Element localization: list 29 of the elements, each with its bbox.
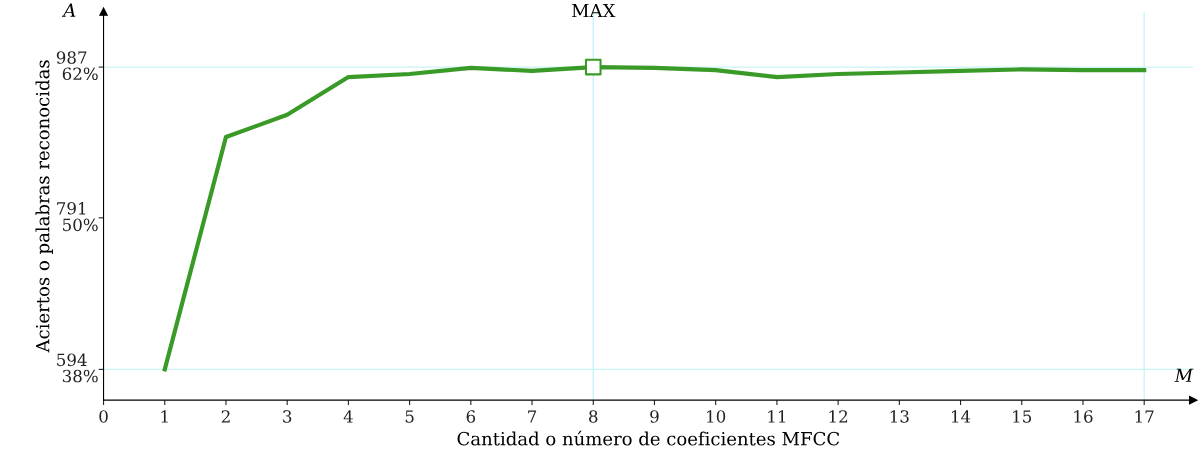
y-axis-title: Aciertos o palabras reconocidas (35, 60, 53, 353)
y2-tick-label: 38% (62, 369, 98, 383)
x-tick-label: 1 (161, 410, 168, 423)
annotation: MAX (571, 3, 616, 18)
x-tick-label: 12 (829, 410, 848, 423)
x-tick-label: 15 (1013, 410, 1032, 423)
x-axis-title: Cantidad o número de coeficientes MFCC (457, 430, 840, 446)
y-tick-label: 987 (56, 51, 87, 64)
x-tick-label: 8 (589, 410, 598, 423)
x-tick-label: 16 (1074, 410, 1093, 423)
x-tick-label: 4 (343, 410, 353, 423)
x-tick-label: 2 (221, 410, 230, 423)
y2-tick-label: 50% (63, 218, 98, 232)
text: A (61, 3, 76, 17)
x-tick-label: 10 (707, 410, 726, 423)
x-tick-label: 3 (283, 410, 292, 423)
x-tick-label: 14 (951, 410, 971, 423)
x-tick-label: 6 (466, 410, 476, 423)
x-tick-label: 11 (768, 410, 786, 423)
x-tick-label: 13 (890, 410, 909, 423)
x-tick-label: 17 (1135, 410, 1154, 423)
y-tick-label: 594 (57, 353, 87, 367)
y2-tick-label: 62% (62, 67, 98, 81)
y-tick-label: 791 (57, 202, 86, 215)
x-tick-label: 9 (650, 410, 659, 423)
x-tick-label: 0 (99, 410, 108, 423)
annotation: M (1174, 368, 1194, 382)
x-tick-label: 7 (528, 410, 537, 423)
x-tick-label: 5 (405, 410, 414, 423)
